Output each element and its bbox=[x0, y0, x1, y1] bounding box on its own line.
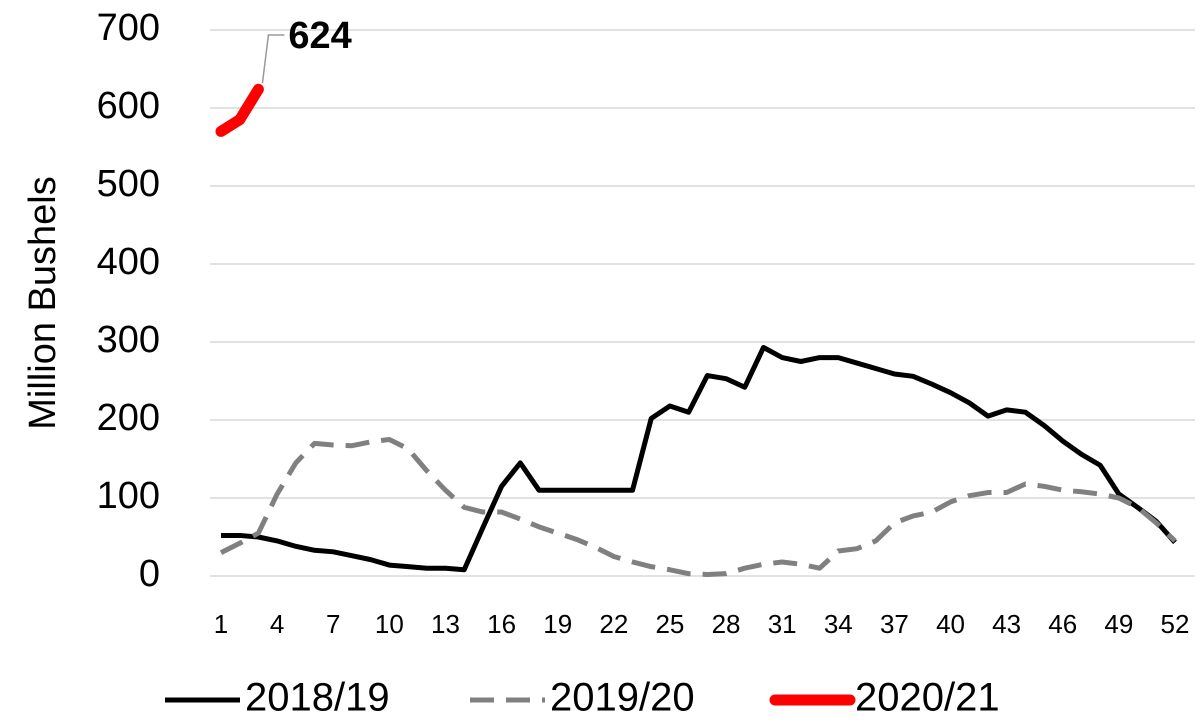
x-tick-label: 4 bbox=[270, 609, 284, 639]
x-tick-label: 7 bbox=[326, 609, 340, 639]
x-tick-label: 10 bbox=[375, 609, 404, 639]
x-tick-label: 16 bbox=[487, 609, 516, 639]
x-tick-label: 49 bbox=[1104, 609, 1133, 639]
annotation-leader bbox=[261, 34, 285, 84]
x-tick-label: 46 bbox=[1048, 609, 1077, 639]
y-tick-label: 100 bbox=[97, 475, 160, 517]
y-tick-label: 200 bbox=[97, 397, 160, 439]
x-tick-label: 25 bbox=[655, 609, 684, 639]
y-tick-label: 0 bbox=[139, 553, 160, 595]
x-tick-label: 31 bbox=[768, 609, 797, 639]
x-tick-label: 19 bbox=[543, 609, 572, 639]
y-axis-label: Million Bushels bbox=[22, 176, 64, 429]
legend-label: 2019/20 bbox=[550, 676, 695, 720]
series-line bbox=[221, 344, 1177, 573]
series-line bbox=[219, 437, 1177, 577]
x-tick-label: 43 bbox=[992, 609, 1021, 639]
x-tick-label: 52 bbox=[1161, 609, 1190, 639]
y-tick-label: 500 bbox=[97, 163, 160, 205]
legend-label: 2020/21 bbox=[855, 676, 1000, 720]
y-tick-label: 700 bbox=[97, 7, 160, 49]
x-tick-label: 37 bbox=[880, 609, 909, 639]
series-line bbox=[215, 83, 264, 137]
y-tick-label: 400 bbox=[97, 241, 160, 283]
annotation: 624 bbox=[288, 15, 351, 57]
y-tick-label: 600 bbox=[97, 85, 160, 127]
x-tick-label: 34 bbox=[824, 609, 853, 639]
x-tick-label: 1 bbox=[214, 609, 228, 639]
x-tick-label: 22 bbox=[599, 609, 628, 639]
legend-label: 2018/19 bbox=[245, 676, 390, 720]
x-tick-label: 13 bbox=[431, 609, 460, 639]
x-tick-label: 40 bbox=[936, 609, 965, 639]
x-tick-label: 28 bbox=[712, 609, 741, 639]
y-tick-label: 300 bbox=[97, 319, 160, 361]
